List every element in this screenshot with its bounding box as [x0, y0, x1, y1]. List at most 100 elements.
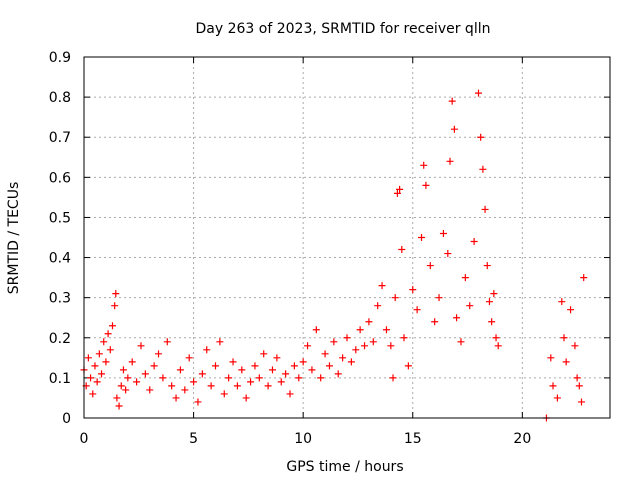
- data-point: [426, 262, 434, 270]
- data-point: [104, 330, 112, 338]
- data-point: [194, 398, 202, 406]
- data-point: [330, 338, 338, 346]
- data-point: [308, 366, 316, 374]
- y-tick-label: 0.3: [49, 291, 71, 307]
- data-point: [216, 338, 224, 346]
- data-point: [225, 374, 233, 382]
- data-point: [89, 390, 97, 398]
- grid: [84, 57, 610, 418]
- data-point: [122, 386, 130, 394]
- data-point: [106, 346, 114, 354]
- data-point: [560, 334, 568, 342]
- data-point: [578, 398, 586, 406]
- data-point: [352, 346, 360, 354]
- data-point: [146, 386, 154, 394]
- data-point: [420, 161, 428, 169]
- y-tick-label: 0.8: [49, 90, 71, 106]
- data-point: [477, 133, 485, 141]
- y-axis-label: SRMTID / TECUs: [6, 182, 22, 295]
- data-point: [247, 378, 255, 386]
- data-point: [207, 382, 215, 390]
- data-point: [155, 350, 163, 358]
- data-point: [100, 338, 108, 346]
- data-point: [562, 358, 570, 366]
- data-point: [117, 382, 125, 390]
- data-point: [490, 290, 498, 298]
- data-point: [295, 374, 303, 382]
- y-tick-label: 0.9: [49, 50, 71, 66]
- data-point: [203, 346, 211, 354]
- data-point: [389, 374, 397, 382]
- data-point: [137, 342, 145, 350]
- data-point: [457, 338, 465, 346]
- data-point: [492, 334, 500, 342]
- data-point: [220, 390, 228, 398]
- data-point: [479, 165, 487, 173]
- data-point: [150, 362, 158, 370]
- data-point: [439, 229, 447, 237]
- data-point: [409, 286, 417, 294]
- data-point: [398, 246, 406, 254]
- data-point: [494, 342, 502, 350]
- data-point: [400, 334, 408, 342]
- data-point: [304, 342, 312, 350]
- x-tick-label: 5: [189, 431, 198, 447]
- data-point: [299, 358, 307, 366]
- data-point: [558, 298, 566, 306]
- data-point: [260, 350, 268, 358]
- data-point: [475, 89, 482, 97]
- data-point: [361, 342, 369, 350]
- data-point: [84, 354, 92, 362]
- axis-ticks: 0 0.1 0.2 0.3 0.4 0.5 0.6 0.7 0.8 0.9 0 5 10 15 20: [49, 50, 610, 447]
- data-point: [277, 378, 285, 386]
- chart-title: Day 263 of 2023, SRMTID for receiver qll…: [196, 21, 491, 37]
- data-point: [111, 302, 119, 310]
- data-point: [393, 189, 401, 197]
- data-point: [483, 262, 491, 270]
- data-point: [198, 370, 206, 378]
- data-point: [128, 358, 136, 366]
- data-point: [387, 342, 395, 350]
- y-tick-label: 0.1: [49, 371, 71, 387]
- y-tick-label: 0.4: [49, 251, 71, 267]
- data-point: [461, 274, 469, 282]
- data-point: [264, 382, 272, 390]
- data-point: [553, 394, 561, 402]
- data-point: [448, 97, 456, 105]
- data-point: [444, 250, 452, 258]
- data-point: [325, 362, 333, 370]
- data-point: [133, 378, 141, 386]
- data-point: [141, 370, 149, 378]
- data-point: [95, 350, 103, 358]
- data-point: [450, 125, 458, 133]
- data-point: [418, 234, 426, 241]
- data-point: [382, 326, 390, 334]
- x-tick-label: 15: [404, 431, 422, 447]
- data-point: [466, 302, 474, 310]
- data-point: [378, 282, 386, 290]
- data-point: [580, 274, 588, 282]
- data-point: [573, 374, 581, 382]
- data-point: [112, 290, 120, 298]
- data-point: [470, 238, 478, 246]
- data-point: [321, 350, 329, 358]
- y-tick-label: 0.6: [49, 170, 71, 186]
- data-point: [404, 362, 412, 370]
- data-points: [80, 89, 588, 422]
- x-tick-label: 0: [80, 431, 89, 447]
- data-point: [190, 378, 198, 386]
- data-point: [168, 382, 176, 390]
- data-point: [93, 378, 101, 386]
- y-tick-label: 0.2: [49, 331, 71, 347]
- data-point: [549, 382, 557, 390]
- data-point: [374, 302, 382, 310]
- data-point: [119, 366, 127, 374]
- data-point: [488, 318, 496, 326]
- data-point: [312, 326, 320, 334]
- data-point: [113, 394, 121, 402]
- data-point: [413, 306, 421, 314]
- data-point: [339, 354, 347, 362]
- data-point: [547, 354, 555, 362]
